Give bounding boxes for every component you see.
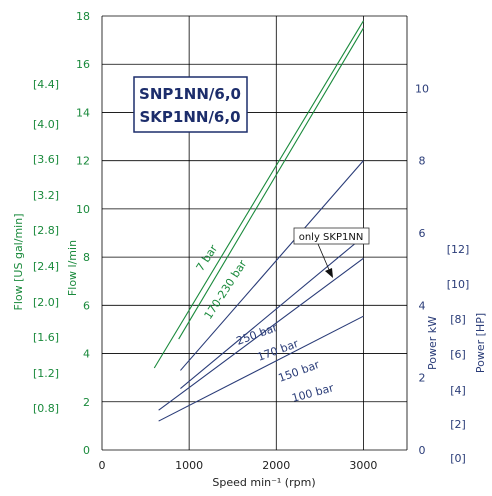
x-tick-label: 3000 [349,459,377,472]
y-left-outer-tick-label: [3.2] [33,189,59,202]
series-label-4: 150 bar [277,358,322,385]
y-left-tick-label: 16 [76,58,90,71]
y-left-outer-tick-label: [3.6] [33,153,59,166]
y-left-tick-label: 6 [83,299,90,312]
y-left-tick-label: 10 [76,203,90,216]
x-tick-label: 0 [99,459,106,472]
y-right-outer-tick-label: [2] [450,418,466,431]
chart-title-line-1: SNP1NN/6,0 [139,85,241,103]
x-tick-label: 2000 [262,459,290,472]
series-line-2 [180,160,364,371]
y-left-outer-tick-label: [0.8] [33,402,59,415]
annotation-text: only SKP1NN [299,232,364,243]
y-right-outer-tick-label: [4] [450,384,466,397]
y-left-tick-label: 18 [76,10,90,23]
y-left-tick-label: 12 [76,155,90,168]
y-right-outer-tick-label: [8] [450,313,466,326]
series-line-5 [158,315,364,422]
series-line-4 [158,257,364,411]
y-left-tick-label: 4 [83,348,90,361]
y-right-axis-label: Power kW [426,316,439,370]
series-line-1 [178,27,364,340]
y-left-outer-tick-label: [2.8] [33,224,59,237]
tick-labels: 0 2 4 6 8 10 12 14 16 18 0 1000 2000 3000 [0.8] [1.2] [1… [33,10,469,472]
x-axis-label: Speed min⁻¹ (rpm) [212,476,315,489]
y-right-tick-label: 10 [415,82,429,95]
y-left-tick-label: 14 [76,106,90,119]
annotation-arrow [317,243,331,273]
chart-title-line-2: SKP1NN/6,0 [139,108,240,126]
y-right-tick-label: 2 [419,372,426,385]
y-right-outer-tick-label: [12] [447,243,470,256]
y-right-tick-label: 6 [419,227,426,240]
y-left-outer-tick-label: [2.4] [33,260,59,273]
y-right-tick-label: 4 [419,299,426,312]
y-left-tick-label: 8 [83,251,90,264]
annotation-arrowhead [325,268,333,278]
y-left-outer-tick-label: [2.0] [33,296,59,309]
series-label-1: 170-230 bar [202,257,250,321]
title-box [133,76,248,133]
series-line-0 [153,20,364,369]
y-right-tick-label: 0 [419,444,426,457]
y-right-outer-tick-label: [10] [447,278,470,291]
y-right-outer-tick-label: [0] [450,452,466,465]
series-line-3 [180,236,364,389]
y-left-outer-tick-label: [1.6] [33,331,59,344]
y-left-outer-tick-label: [1.2] [33,367,59,380]
series-label-0: 7 bar [194,242,221,274]
y-left-outer-tick-label: [4.4] [33,78,59,91]
y-left-tick-label: 2 [83,396,90,409]
y-left-tick-label: 0 [83,444,90,457]
y-right-tick-label: 8 [419,155,426,168]
annotation-box [293,227,370,245]
series-label-5: 100 bar [290,381,335,405]
y-left-outer-tick-label: [4.0] [33,118,59,131]
y-right-outer-axis-label: Power [HP] [474,313,487,373]
x-tick-label: 1000 [175,459,203,472]
y-left-axis-label: Flow l/min [66,240,79,296]
y-left-outer-axis-label: Flow [US gal/min] [12,214,25,311]
y-right-outer-tick-label: [6] [450,348,466,361]
